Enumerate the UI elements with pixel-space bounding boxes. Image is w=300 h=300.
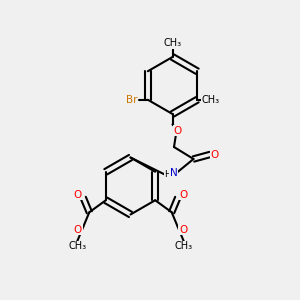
Text: H: H [164, 170, 171, 179]
Text: CH₃: CH₃ [164, 38, 181, 49]
Text: N: N [169, 168, 177, 178]
Text: O: O [179, 225, 187, 235]
Text: O: O [210, 149, 219, 160]
Text: CH₃: CH₃ [175, 242, 193, 251]
Text: Br: Br [127, 95, 138, 105]
Text: CH₃: CH₃ [68, 242, 86, 251]
Text: O: O [74, 225, 82, 235]
Text: CH₃: CH₃ [202, 95, 220, 105]
Text: O: O [179, 190, 187, 200]
Text: O: O [174, 125, 182, 136]
Text: O: O [74, 190, 82, 200]
